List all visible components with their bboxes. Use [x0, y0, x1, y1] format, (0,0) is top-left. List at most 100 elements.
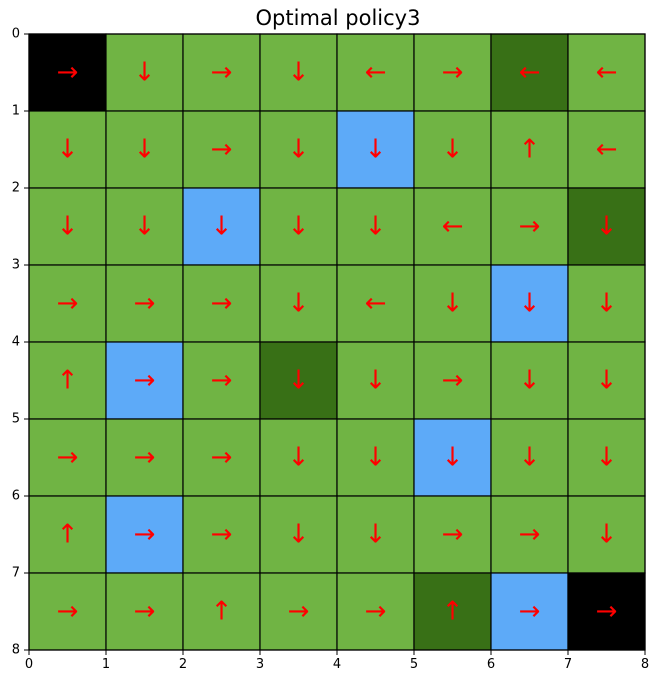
grid-cell — [567, 110, 646, 189]
policy-arrow: ← — [365, 58, 387, 88]
policy-arrow: ↑ — [211, 597, 233, 627]
y-tick-label: 8 — [12, 643, 20, 658]
policy-arrow: ↓ — [134, 212, 156, 242]
policy-arrow: ↓ — [288, 289, 310, 319]
policy-arrow: → — [442, 366, 464, 396]
grid-cell — [490, 495, 569, 574]
policy-arrow: ↓ — [211, 212, 233, 242]
grid-cell — [259, 110, 338, 189]
grid-cell — [490, 572, 569, 651]
policy-arrow: → — [365, 597, 387, 627]
grid-cell — [182, 33, 261, 112]
x-tick-label: 7 — [564, 657, 572, 672]
policy-arrow: → — [57, 58, 79, 88]
grid-cell — [336, 264, 415, 343]
grid-cell — [413, 341, 492, 420]
policy-arrow: → — [211, 520, 233, 550]
grid-cell — [105, 572, 184, 651]
grid-cell — [182, 418, 261, 497]
x-tick-label: 8 — [641, 657, 649, 672]
policy-arrow: → — [211, 289, 233, 319]
x-tick-label: 4 — [333, 657, 341, 672]
policy-arrow: ↓ — [442, 135, 464, 165]
policy-arrow: → — [134, 443, 156, 473]
y-tick-label: 7 — [12, 566, 20, 581]
x-tick-label: 5 — [410, 657, 418, 672]
grid-cell — [490, 110, 569, 189]
x-tick-label: 0 — [25, 657, 33, 672]
grid-cell — [259, 495, 338, 574]
grid-cell — [105, 264, 184, 343]
policy-arrow: → — [134, 366, 156, 396]
policy-arrow: ↓ — [365, 443, 387, 473]
grid-cell — [567, 495, 646, 574]
policy-arrow: ↑ — [57, 366, 79, 396]
grid-cell — [28, 187, 107, 266]
grid-cell — [259, 418, 338, 497]
policy-arrow: ↓ — [288, 443, 310, 473]
policy-arrow: ↓ — [365, 212, 387, 242]
policy-arrow: ← — [365, 289, 387, 319]
grid-cell — [567, 33, 646, 112]
grid-cell — [105, 495, 184, 574]
y-tick-label: 1 — [12, 104, 20, 119]
policy-arrow: ← — [596, 58, 618, 88]
grid-cell — [28, 33, 107, 112]
policy-arrow: ↓ — [288, 212, 310, 242]
policy-arrow: ↓ — [519, 366, 541, 396]
policy-arrow: ↓ — [442, 289, 464, 319]
x-tick-label: 6 — [487, 657, 495, 672]
policy-arrow: ↓ — [288, 366, 310, 396]
grid-cell — [182, 187, 261, 266]
policy-arrow: → — [442, 58, 464, 88]
policy-arrow: → — [57, 289, 79, 319]
grid-cell — [567, 187, 646, 266]
policy-arrow: ← — [519, 58, 541, 88]
policy-arrow: ↓ — [519, 289, 541, 319]
grid-cell — [28, 264, 107, 343]
policy-arrow: → — [211, 58, 233, 88]
policy-arrow: ↑ — [519, 135, 541, 165]
policy-arrow: ↓ — [365, 520, 387, 550]
policy-arrow: ↓ — [596, 520, 618, 550]
policy-arrow: → — [519, 597, 541, 627]
x-tick-label: 1 — [102, 657, 110, 672]
policy-arrow: → — [519, 520, 541, 550]
policy-arrow: ↓ — [365, 366, 387, 396]
policy-arrow: ↓ — [288, 58, 310, 88]
policy-arrow: → — [134, 597, 156, 627]
chart-title: Optimal policy3 — [255, 6, 421, 30]
grid-cell — [413, 418, 492, 497]
grid-cell — [182, 572, 261, 651]
policy-arrow: ← — [596, 135, 618, 165]
grid-cell — [490, 418, 569, 497]
grid-cell — [336, 418, 415, 497]
grid-cell — [182, 495, 261, 574]
grid-cell — [490, 341, 569, 420]
policy-arrow: ↑ — [442, 597, 464, 627]
grid-cell — [336, 187, 415, 266]
policy-arrow: → — [134, 289, 156, 319]
x-tick-label: 2 — [179, 657, 187, 672]
policy-arrow: ↓ — [57, 135, 79, 165]
policy-arrow: ↓ — [134, 58, 156, 88]
y-tick-label: 6 — [12, 489, 20, 504]
grid-cell — [259, 187, 338, 266]
grid-cell — [413, 495, 492, 574]
grid-cell — [490, 33, 569, 112]
grid-cell — [413, 187, 492, 266]
policy-arrow: ↓ — [596, 443, 618, 473]
policy-arrow: → — [211, 366, 233, 396]
grid-cell — [336, 110, 415, 189]
grid-cell — [259, 572, 338, 651]
policy-arrow: ← — [442, 212, 464, 242]
policy-arrow: ↓ — [442, 443, 464, 473]
policy-arrow: ↓ — [288, 135, 310, 165]
policy-arrow: → — [211, 135, 233, 165]
x-tick-label: 3 — [256, 657, 264, 672]
grid-cell — [413, 110, 492, 189]
policy-arrow: ↑ — [57, 520, 79, 550]
policy-arrow: → — [519, 212, 541, 242]
policy-arrow: → — [57, 443, 79, 473]
grid-cell — [567, 418, 646, 497]
